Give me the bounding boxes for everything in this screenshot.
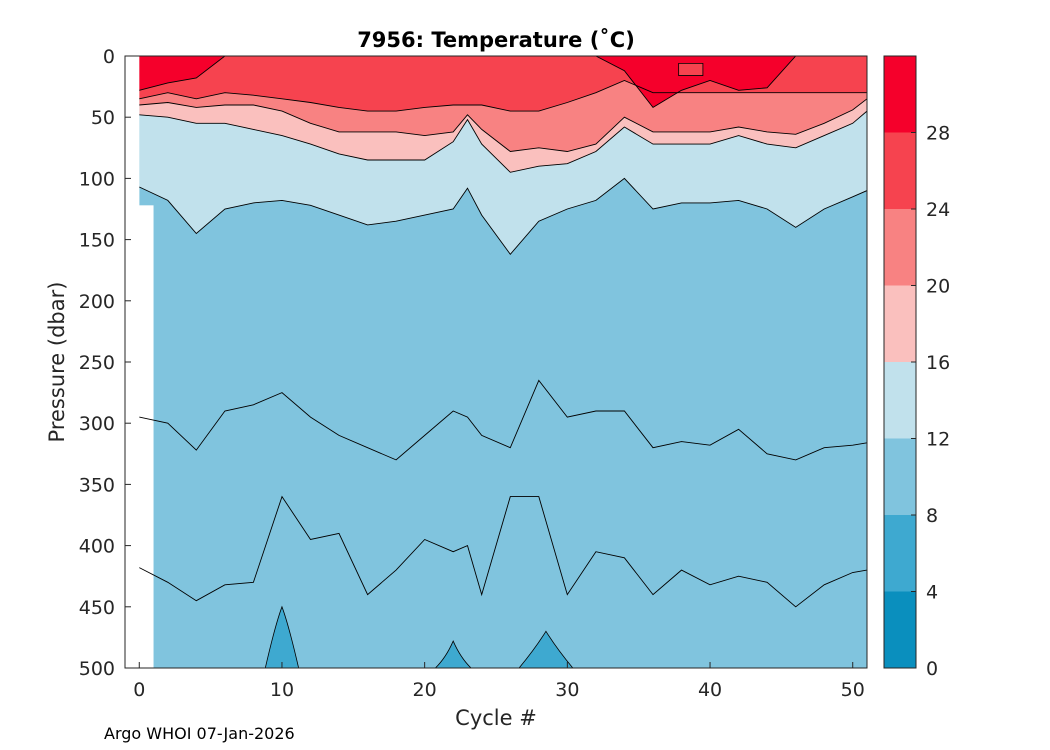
colorbar-level-16-20 [884,285,916,362]
x-tick-label-0: 0 [133,679,145,701]
isotherm-16 [139,110,867,173]
isotherm-20 [139,98,867,152]
colorbar-tick-label-16: 16 [926,352,950,374]
colorbar-level-8-12 [884,438,916,515]
y-tick-label-100: 100 [79,168,115,190]
y-axis-label: Pressure (dbar) [45,282,69,443]
y-tick-label-50: 50 [91,107,115,129]
temperature-fill-layers [125,56,867,668]
x-tick-label-30: 30 [555,679,579,701]
colorbar: 0 4 8 12 16 20 24 28 [883,55,950,680]
x-tick-label-10: 10 [270,679,294,701]
x-axis-ticks: 0 10 20 30 40 50 [133,662,865,701]
y-tick-label-200: 200 [79,291,115,313]
isotherm-28 [139,56,867,108]
y-axis-ticks: 0 50 100 150 200 250 300 350 400 450 500 [79,46,131,680]
colorbar-tick-label-20: 20 [926,276,950,298]
contour-lower [139,495,867,608]
y-tick-label-0: 0 [103,46,115,68]
colorbar-level-12-16 [884,362,916,439]
x-axis-label: Cycle # [455,706,537,730]
cold-pocket-2 [434,640,472,668]
colorbar-tick-label-28: 28 [926,123,950,145]
colorbar-level-20-24 [884,209,916,286]
y-tick-label-450: 450 [79,597,115,619]
colorbar-tick-label-24: 24 [926,199,950,221]
colorbar-tick-label-8: 8 [926,505,938,527]
colorbar-level-28-32 [884,56,916,133]
colorbar-tick-label-12: 12 [926,429,950,451]
y-tick-label-350: 350 [79,474,115,496]
contour-upper [139,379,867,461]
contour-lines [139,56,867,608]
cold-pocket-1 [264,605,300,668]
isotherm-12 [139,177,867,256]
colorbar-tick-label-4: 4 [926,582,938,604]
cold-pocket-3 [518,630,574,668]
isotherm-24 [139,80,867,112]
x-tick-label-20: 20 [413,679,437,701]
x-tick-label-40: 40 [698,679,722,701]
colorbar-tick-label-0: 0 [926,658,938,680]
x-tick-label-50: 50 [841,679,865,701]
colorbar-level-4-8 [884,515,916,592]
y-tick-label-250: 250 [79,352,115,374]
chart-title: 7956: Temperature (˚C) [357,28,635,52]
no-data-left-margin [125,56,140,668]
y-tick-label-500: 500 [79,658,115,680]
y-tick-label-150: 150 [79,230,115,252]
y-tick-label-400: 400 [79,536,115,558]
warm-patch [678,62,704,76]
colorbar-level-0-4 [884,591,916,668]
plot-area [124,55,868,669]
colorbar-level-24-28 [884,132,916,209]
footer-credit: Argo WHOI 07-Jan-2026 [104,724,295,743]
y-tick-label-300: 300 [79,413,115,435]
